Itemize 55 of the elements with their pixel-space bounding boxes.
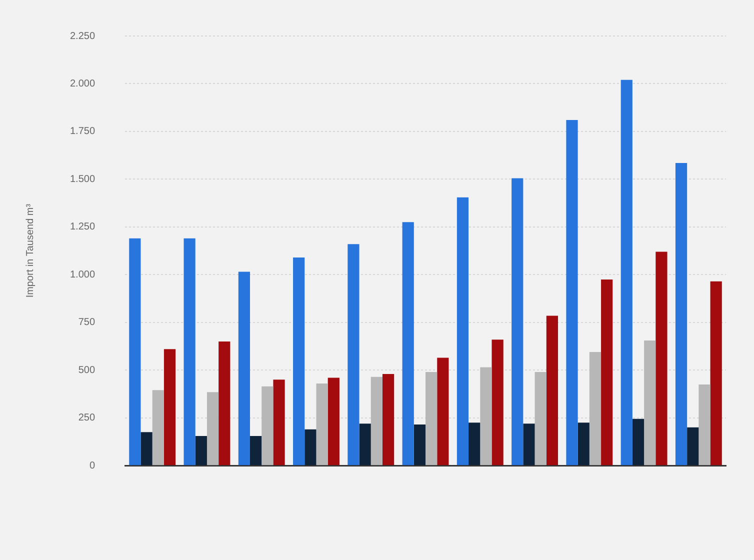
y-tick-label: 500 xyxy=(78,364,96,376)
bar xyxy=(534,372,546,466)
bar xyxy=(523,424,535,466)
bar xyxy=(382,374,394,466)
bar xyxy=(273,380,285,466)
y-tick-label: 0 xyxy=(89,460,96,472)
bar xyxy=(195,436,207,466)
bar xyxy=(456,197,469,466)
bar xyxy=(620,80,632,466)
bar xyxy=(370,376,382,466)
bar xyxy=(468,422,480,466)
y-tick-label: 250 xyxy=(78,412,96,424)
bar xyxy=(316,384,328,466)
bar xyxy=(601,279,613,466)
bar xyxy=(426,372,438,466)
y-tick-label: 750 xyxy=(78,317,96,328)
y-tick-label: 1.250 xyxy=(70,222,96,233)
y-tick-label: 2.000 xyxy=(70,78,96,90)
bar xyxy=(687,427,699,466)
bar xyxy=(348,244,360,466)
bar xyxy=(480,367,492,466)
bar xyxy=(184,238,196,466)
bar xyxy=(589,352,602,466)
bar xyxy=(293,257,305,466)
y-tick-label: 1.000 xyxy=(70,269,96,280)
y-tick-label: 2.250 xyxy=(70,30,96,42)
bar xyxy=(512,178,524,466)
bar xyxy=(359,424,371,466)
bar xyxy=(578,422,590,466)
bar xyxy=(304,429,316,466)
bar xyxy=(206,392,219,466)
bar xyxy=(218,341,230,466)
y-axis-title: Import in Tausend m³ xyxy=(24,203,36,298)
bar xyxy=(328,378,340,466)
bar xyxy=(140,432,152,466)
bar xyxy=(710,281,722,466)
y-tick-label: 1.500 xyxy=(70,174,96,185)
bar xyxy=(492,340,504,466)
bar xyxy=(632,418,644,466)
bar xyxy=(698,384,710,466)
bar xyxy=(656,252,668,466)
bar xyxy=(437,358,449,466)
bar xyxy=(238,272,250,466)
bar xyxy=(402,222,414,466)
bar xyxy=(546,316,558,466)
bar xyxy=(644,340,656,466)
bar xyxy=(262,386,274,466)
bar xyxy=(250,436,262,466)
y-tick-label: 1.750 xyxy=(70,126,96,138)
bar xyxy=(152,390,164,466)
bar xyxy=(414,424,426,466)
bar xyxy=(566,120,578,466)
bar xyxy=(164,349,176,466)
bar xyxy=(129,238,141,466)
bar xyxy=(675,162,688,466)
